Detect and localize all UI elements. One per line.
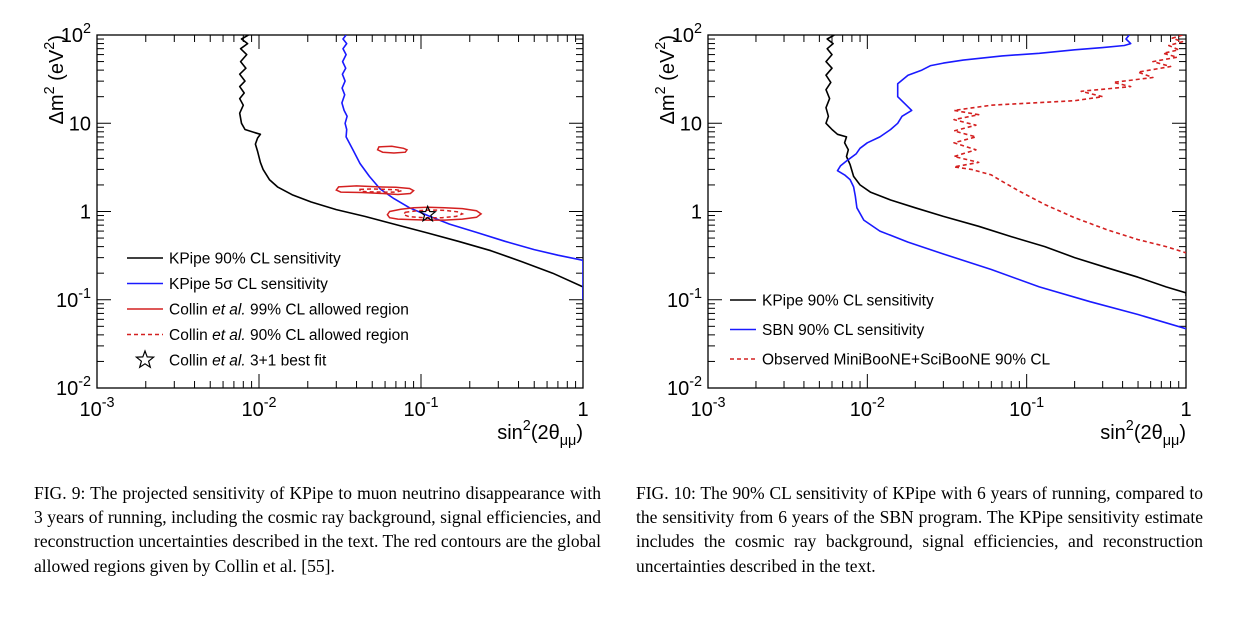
best-fit-star-marker [418, 204, 437, 223]
x-tick-label: 10-3 [79, 395, 114, 421]
x-axis-title: sin2(2θμμ) [497, 418, 583, 449]
series-kpipe-90-cl-sensitivity-line [238, 35, 583, 300]
legend-label: Collin et al. 90% CL allowed region [169, 327, 409, 344]
y-tick-label: 10 [680, 113, 702, 135]
chart-panel-10: 10-3 10-2 10-1 110-210-1110102sin2(2θμμ)Δm2… [653, 21, 1192, 449]
legend-label: SBN 90% CL sensitivity [762, 322, 924, 339]
x-tick-label: 10-1 [403, 395, 438, 421]
x-tick-label: 10-1 [1009, 395, 1044, 421]
chart-panel-9: 10-3 10-2 10-1 110-210-1110102sin2(2θμμ)Δm2… [42, 21, 589, 449]
legend-label: KPipe 90% CL sensitivity [762, 293, 934, 310]
y-tick-label: 102 [672, 21, 702, 47]
y-tick-label: 10-2 [56, 374, 91, 400]
x-axis-title: sin2(2θμμ) [1100, 418, 1186, 449]
x-tick-label: 10-2 [850, 395, 885, 421]
series-kpipe-5-cl-sensitivity-line [341, 35, 583, 300]
y-tick-label: 10-1 [56, 286, 91, 312]
series-observed-miniboone-sciboone-90-cl-line [953, 35, 1186, 254]
y-tick-label: 1 [691, 202, 702, 224]
series-collin-et-al-90-cl-allowed-region-contour [359, 188, 402, 193]
figure-plots: 10-3 10-2 10-1 110-210-1110102sin2(2θμμ)Δm2… [42, 21, 1192, 449]
series-layer [238, 35, 583, 300]
x-tick-label: 10-3 [690, 395, 725, 421]
legend-label: KPipe 90% CL sensitivity [169, 251, 341, 268]
x-tick-label: 1 [577, 399, 588, 421]
series-layer [825, 35, 1186, 330]
legend-label: Collin et al. 99% CL allowed region [169, 302, 409, 319]
caption-text: The 90% CL sensitivity of KPipe with 6 y… [636, 483, 1204, 576]
legend-star-swatch [134, 349, 156, 369]
legend: KPipe 90% CL sensitivity KPipe 5σ CL sens… [127, 251, 409, 370]
y-tick-label: 10-2 [667, 374, 702, 400]
x-tick-label: 10-2 [241, 395, 276, 421]
series-kpipe-90-cl-sensitivity-line [825, 35, 1186, 297]
series-collin-et-al-99-cl-allowed-region-contour [386, 206, 483, 221]
y-axis-title: Δm2 (eV2) [653, 35, 679, 124]
figure-9-caption: FIG. 9: The projected sensitivity of KPi… [34, 481, 601, 578]
caption-label: FIG. 9: [34, 483, 86, 503]
y-tick-label: 10-1 [667, 286, 702, 312]
series-collin-et-al-99-cl-allowed-region-contour [376, 145, 409, 154]
legend: KPipe 90% CL sensitivity SBN 90% CL sensi… [730, 293, 1051, 369]
caption-label: FIG. 10: [636, 483, 696, 503]
series-collin-et-al-99-cl-allowed-region-contour [335, 185, 415, 196]
x-tick-label: 1 [1180, 399, 1191, 421]
legend-label: KPipe 5σ CL sensitivity [169, 276, 328, 293]
y-tick-label: 1 [80, 202, 91, 224]
figure-10-caption: FIG. 10: The 90% CL sensitivity of KPipe… [636, 481, 1203, 578]
caption-text: The projected sensitivity of KPipe to mu… [34, 483, 601, 576]
series-sbn-90-cl-sensitivity-line [836, 35, 1186, 330]
y-tick-label: 10 [69, 113, 91, 135]
y-axis-title: Δm2 (eV2) [42, 35, 68, 124]
legend-label: Collin et al. 3+1 best fit [169, 353, 327, 370]
legend-label: Observed MiniBooNE+SciBooNE 90% CL [762, 352, 1051, 369]
y-tick-label: 102 [61, 21, 91, 47]
